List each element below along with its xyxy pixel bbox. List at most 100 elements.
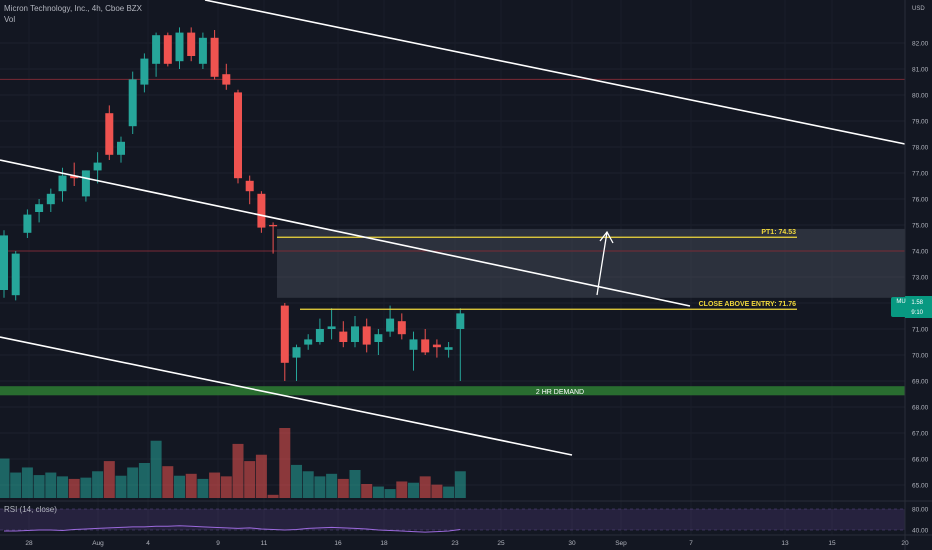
- volume-bar: [454, 471, 466, 498]
- rsi-indicator-label[interactable]: RSI (14, close): [4, 505, 57, 514]
- candle-body: [245, 180, 254, 192]
- price-tick-label: 77.00: [912, 171, 929, 178]
- candle-body: [0, 235, 8, 290]
- candle-body: [339, 331, 348, 342]
- entry-label: CLOSE ABOVE ENTRY: 71.76: [699, 301, 796, 308]
- date-tick-label: 18: [380, 540, 388, 547]
- date-tick-label: 30: [568, 540, 576, 547]
- candlestick-series: [0, 27, 465, 381]
- candle-body: [444, 347, 453, 350]
- candle-body: [93, 162, 102, 171]
- price-tick-label: 81.00: [912, 67, 929, 74]
- price-tick-label: 71.00: [912, 327, 929, 334]
- date-tick-label: 28: [25, 540, 33, 547]
- rsi-tick-label: 40.00: [912, 528, 929, 535]
- volume-bar: [209, 472, 221, 498]
- date-axis[interactable]: 28Aug49111618232530Sep7131520: [25, 540, 909, 547]
- demand-zone[interactable]: [0, 386, 905, 396]
- price-tick-label: 74.00: [912, 249, 929, 256]
- volume-bar: [419, 476, 431, 498]
- date-tick-label: 15: [828, 540, 836, 547]
- currency-label: USD: [912, 6, 925, 12]
- candle-body: [257, 193, 266, 228]
- symbol-title[interactable]: Micron Technology, Inc., 4h, Cboe BZX: [4, 4, 142, 13]
- candle-body: [397, 321, 406, 335]
- volume-bar: [92, 471, 104, 498]
- candle-body: [362, 326, 371, 345]
- price-tick-label: 69.00: [912, 379, 929, 386]
- volume-bar: [33, 475, 45, 498]
- volume-bar: [220, 476, 232, 498]
- current-price-tag: [905, 296, 932, 318]
- candle-body: [35, 204, 44, 212]
- price-tick-label: 79.00: [912, 119, 929, 126]
- volume-indicator-label[interactable]: Vol: [4, 15, 16, 24]
- trendline[interactable]: [204, 0, 906, 145]
- volume-bar: [138, 463, 150, 498]
- price-tick-label: 66.00: [912, 457, 929, 464]
- rsi-line: [4, 525, 461, 533]
- price-tick-label: 70.00: [912, 353, 929, 360]
- volume-bar: [291, 464, 302, 498]
- volume-bar: [384, 489, 396, 498]
- candle-body: [128, 79, 137, 127]
- volume-bar: [337, 478, 349, 498]
- candle-body: [117, 141, 125, 155]
- candle-body: [432, 344, 441, 348]
- volume-bar: [57, 476, 68, 498]
- price-tick-label: 68.00: [912, 405, 929, 412]
- volume-bar: [244, 461, 256, 498]
- volume-bar: [150, 440, 162, 498]
- date-tick-label: 11: [261, 540, 268, 547]
- volume-bar: [162, 466, 174, 498]
- candle-body: [152, 35, 161, 64]
- candle-body: [105, 113, 114, 155]
- demand-zone-label: 2 HR DEMAND: [536, 389, 584, 396]
- candle-body: [234, 92, 242, 179]
- candle-body: [351, 326, 359, 342]
- candle-body: [70, 175, 79, 179]
- volume-bar: [349, 470, 361, 498]
- candle-body: [327, 326, 336, 329]
- volume-bar: [302, 471, 314, 498]
- horizontal-red-lines[interactable]: [0, 78, 905, 252]
- candle-body: [187, 32, 196, 56]
- price-tick-label: 67.00: [912, 431, 929, 438]
- volume-bar: [0, 458, 10, 498]
- price-tick-label: 73.00: [912, 275, 929, 282]
- volume-bar: [10, 472, 22, 498]
- price-tick-label: 82.00: [912, 41, 929, 48]
- target-arrow[interactable]: [596, 230, 614, 296]
- rsi-tick-label: 80.00: [912, 507, 929, 514]
- price-grid: [0, 42, 905, 486]
- volume-bar: [443, 486, 455, 498]
- candle-body: [315, 329, 324, 342]
- volume-bar: [21, 467, 33, 498]
- volume-bar: [372, 486, 384, 498]
- volume-bar: [197, 478, 209, 498]
- date-tick-label: 4: [146, 540, 150, 547]
- volume-bar: [80, 477, 92, 498]
- candle-countdown: 09:10: [908, 310, 924, 316]
- volume-bar: [267, 494, 279, 498]
- symbol-badge: MU: [891, 297, 911, 317]
- candle-body: [175, 32, 184, 62]
- candle-body: [269, 225, 278, 227]
- price-tick-label: 78.00: [912, 145, 929, 152]
- trendline[interactable]: [0, 159, 691, 307]
- candle-body: [11, 253, 20, 296]
- candle-body: [23, 214, 32, 233]
- volume-bar: [361, 484, 373, 498]
- date-tick-label: Aug: [92, 540, 104, 547]
- volume-bar: [45, 472, 57, 498]
- volume-bar: [103, 461, 115, 498]
- candle-body: [304, 339, 313, 345]
- price-axis[interactable]: 82.00 81.00 80.00 79.00 78.00 77.00 76.00 75.00…: [912, 41, 929, 535]
- trendline[interactable]: [0, 336, 573, 456]
- trendlines[interactable]: [0, 0, 906, 456]
- date-tick-label: 25: [497, 540, 505, 547]
- candle-body: [421, 339, 430, 353]
- price-tick-label: 80.00: [912, 93, 929, 100]
- volume-bar: [127, 467, 139, 498]
